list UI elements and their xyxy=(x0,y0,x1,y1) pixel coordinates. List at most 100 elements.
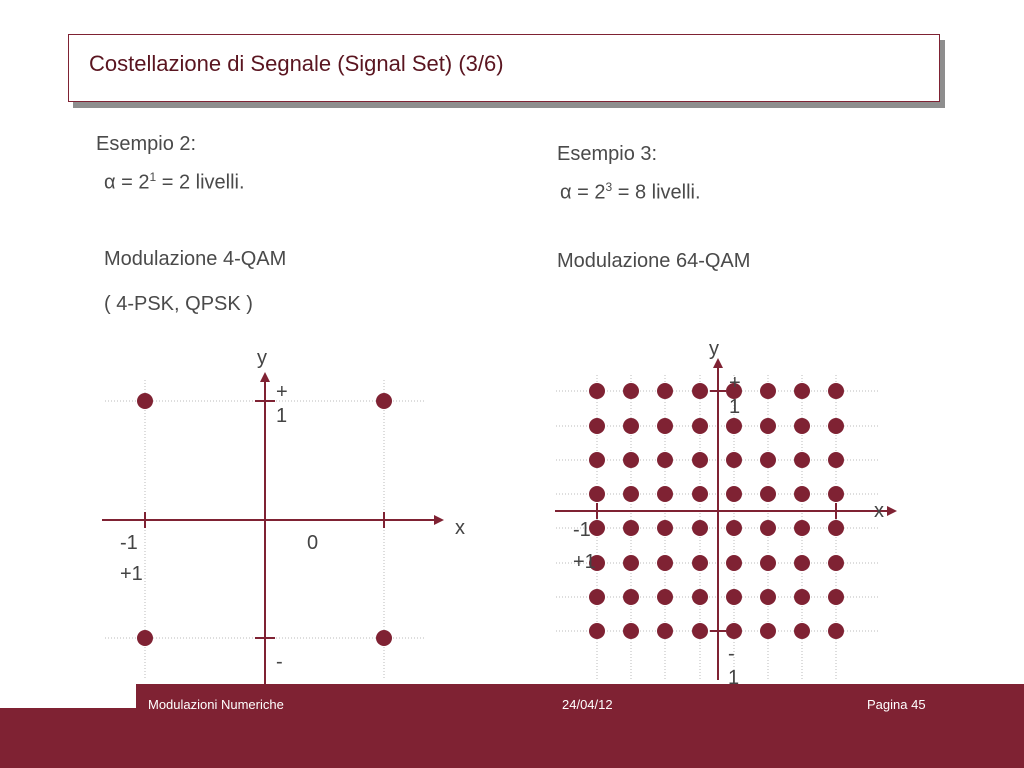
qam4-point xyxy=(376,393,392,409)
footer-date: 24/04/12 xyxy=(562,697,613,712)
title-box: Costellazione di Segnale (Signal Set) (3… xyxy=(68,34,940,102)
qam4-y-label: y xyxy=(257,347,267,369)
footer-white-block xyxy=(0,684,136,708)
right-alpha: α xyxy=(560,181,572,204)
qam64-point xyxy=(692,452,708,468)
qam64-bottom-tick-num: 1 xyxy=(728,667,739,689)
qam64-point xyxy=(623,520,639,536)
qam64-point xyxy=(657,486,673,502)
qam64-point xyxy=(657,589,673,605)
qam64-point xyxy=(589,555,605,571)
qam64-point xyxy=(794,418,810,434)
qam64-point xyxy=(589,383,605,399)
qam4-top-tick-sign: + xyxy=(276,381,288,403)
qam4-diagram: y x +1 -1 +1 0 - xyxy=(102,347,465,690)
qam64-point xyxy=(794,555,810,571)
qam64-point xyxy=(692,623,708,639)
qam64-point xyxy=(726,383,742,399)
qam64-point xyxy=(589,623,605,639)
qam64-point xyxy=(828,589,844,605)
qam64-point xyxy=(589,589,605,605)
qam64-point xyxy=(657,520,673,536)
qam64-point xyxy=(623,555,639,571)
qam64-point xyxy=(828,520,844,536)
qam64-diagram: y x +1 -1 +1 -1 xyxy=(555,338,897,689)
qam4-x-label: x xyxy=(455,517,465,539)
qam64-point xyxy=(726,452,742,468)
qam4-top-tick-num: 1 xyxy=(276,405,287,427)
qam64-point xyxy=(794,520,810,536)
qam64-point xyxy=(726,520,742,536)
qam64-point xyxy=(794,383,810,399)
qam64-point xyxy=(760,623,776,639)
qam64-point xyxy=(828,555,844,571)
qam64-point xyxy=(828,486,844,502)
qam64-point xyxy=(760,383,776,399)
qam4-bottom-tick-label: - xyxy=(276,651,283,673)
qam64-point xyxy=(760,589,776,605)
right-heading: Esempio 3: xyxy=(557,143,658,165)
qam4-point xyxy=(376,630,392,646)
qam64-point xyxy=(589,520,605,536)
qam64-top-tick-num: 1 xyxy=(729,396,740,418)
qam64-point xyxy=(692,520,708,536)
qam64-y-arrow xyxy=(713,358,723,368)
qam64-point xyxy=(623,383,639,399)
qam64-point xyxy=(760,418,776,434)
right-modulation: Modulazione 64-QAM xyxy=(557,250,751,272)
qam64-left-tick-label2: +1 xyxy=(573,551,596,573)
qam64-point xyxy=(760,452,776,468)
qam4-point xyxy=(137,393,153,409)
qam64-point xyxy=(692,418,708,434)
left-formula-post: = 2 livelli. xyxy=(161,171,245,194)
qam64-point xyxy=(623,418,639,434)
qam64-point xyxy=(726,555,742,571)
qam64-point xyxy=(657,383,673,399)
qam64-point xyxy=(657,623,673,639)
right-formula-pre: = 2 xyxy=(577,181,606,204)
qam64-point xyxy=(794,589,810,605)
qam4-left-tick-label2: +1 xyxy=(120,563,143,585)
qam64-top-tick-sign: + xyxy=(729,372,741,394)
qam4-x-arrow xyxy=(434,515,444,525)
right-formula-post: = 8 livelli. xyxy=(617,181,701,204)
qam64-point xyxy=(828,383,844,399)
qam64-x-arrow xyxy=(887,506,897,516)
qam64-left-tick-label: -1 xyxy=(573,519,591,541)
slide-title: Costellazione di Segnale (Signal Set) (3… xyxy=(89,51,504,76)
qam64-point xyxy=(726,486,742,502)
qam64-point xyxy=(692,383,708,399)
qam4-point xyxy=(137,630,153,646)
qam4-left-tick-label: -1 xyxy=(120,532,138,554)
qam64-point xyxy=(794,486,810,502)
footer-band xyxy=(0,684,1024,768)
qam64-point xyxy=(726,589,742,605)
qam64-points xyxy=(589,383,844,639)
right-formula-sup: 3 xyxy=(605,180,613,194)
footer-course: Modulazioni Numeriche xyxy=(148,697,284,712)
qam64-point xyxy=(794,452,810,468)
qam64-point xyxy=(589,452,605,468)
left-formula-pre: = 2 xyxy=(121,171,150,194)
qam64-point xyxy=(589,486,605,502)
qam4-y-arrow xyxy=(260,372,270,382)
left-heading: Esempio 2: xyxy=(96,133,197,155)
qam64-point xyxy=(623,623,639,639)
qam64-point xyxy=(692,486,708,502)
qam64-point xyxy=(760,555,776,571)
qam64-point xyxy=(657,452,673,468)
left-modulation: Modulazione 4-QAM xyxy=(104,248,287,270)
qam64-top-tick-label: +1 xyxy=(729,372,741,418)
qam64-point xyxy=(657,555,673,571)
qam64-bottom-tick-sign: - xyxy=(728,643,735,665)
qam64-point xyxy=(760,520,776,536)
qam64-point xyxy=(794,623,810,639)
qam64-point xyxy=(657,418,673,434)
qam64-point xyxy=(623,589,639,605)
qam64-bottom-tick-label: -1 xyxy=(728,643,739,689)
qam64-y-label: y xyxy=(709,338,719,360)
qam64-point xyxy=(828,452,844,468)
left-note: ( 4-PSK, QPSK ) xyxy=(104,293,253,315)
qam64-point xyxy=(726,623,742,639)
